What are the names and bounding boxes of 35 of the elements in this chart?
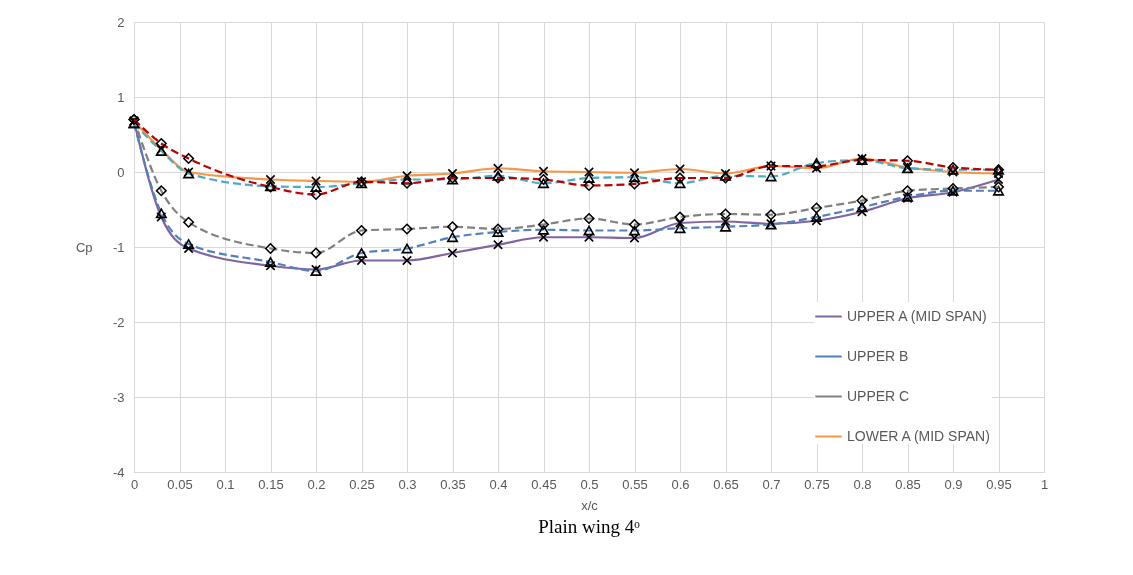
x-tick-label: 0 (130, 476, 139, 492)
x-tick-label: 0.9 (944, 476, 963, 492)
x-tick-label: 0.95 (986, 476, 1012, 492)
x-tick-label: 0.7 (762, 476, 781, 492)
x-tick-label: 0.2 (307, 476, 326, 492)
x-tick-label: 0.5 (580, 476, 599, 492)
y-tick-label: -1 (112, 239, 125, 255)
legend-label: UPPER C (847, 387, 910, 404)
x-tick-label: 1 (1040, 476, 1049, 492)
y-tick-label: -3 (112, 389, 125, 405)
legend-label: UPPER B (847, 347, 909, 364)
x-tick-label: 0.15 (258, 476, 284, 492)
y-tick-label: -2 (112, 314, 125, 330)
x-tick-label: 0.1 (216, 476, 235, 492)
x-tick-label: 0.45 (531, 476, 557, 492)
y-tick-label: 2 (117, 14, 125, 30)
x-tick-label: 0.6 (671, 476, 690, 492)
legend-label: LOWER A (MID SPAN) (847, 427, 990, 444)
x-tick-label: 0.85 (895, 476, 921, 492)
x-tick-label: 0.25 (349, 476, 375, 492)
text: Plain wing 4ᵒ (538, 516, 641, 537)
x-tick-label: 0.55 (622, 476, 648, 492)
x-tick-label: 0.8 (853, 476, 872, 492)
y-axis-title: Cp (75, 239, 93, 255)
x-tick-label: 0.3 (398, 476, 417, 492)
x-tick-label: 0.65 (713, 476, 739, 492)
x-tick-label: 0.05 (167, 476, 193, 492)
x-tick-label: 0.75 (804, 476, 830, 492)
legend-label: UPPER A (MID SPAN) (847, 307, 987, 324)
y-tick-label: -4 (112, 464, 125, 480)
x-axis-title: x/c (581, 497, 599, 513)
y-tick-label: 0 (117, 164, 125, 180)
x-tick-label: 0.35 (440, 476, 466, 492)
x-tick-label: 0.4 (489, 476, 508, 492)
y-tick-label: 1 (117, 89, 125, 105)
